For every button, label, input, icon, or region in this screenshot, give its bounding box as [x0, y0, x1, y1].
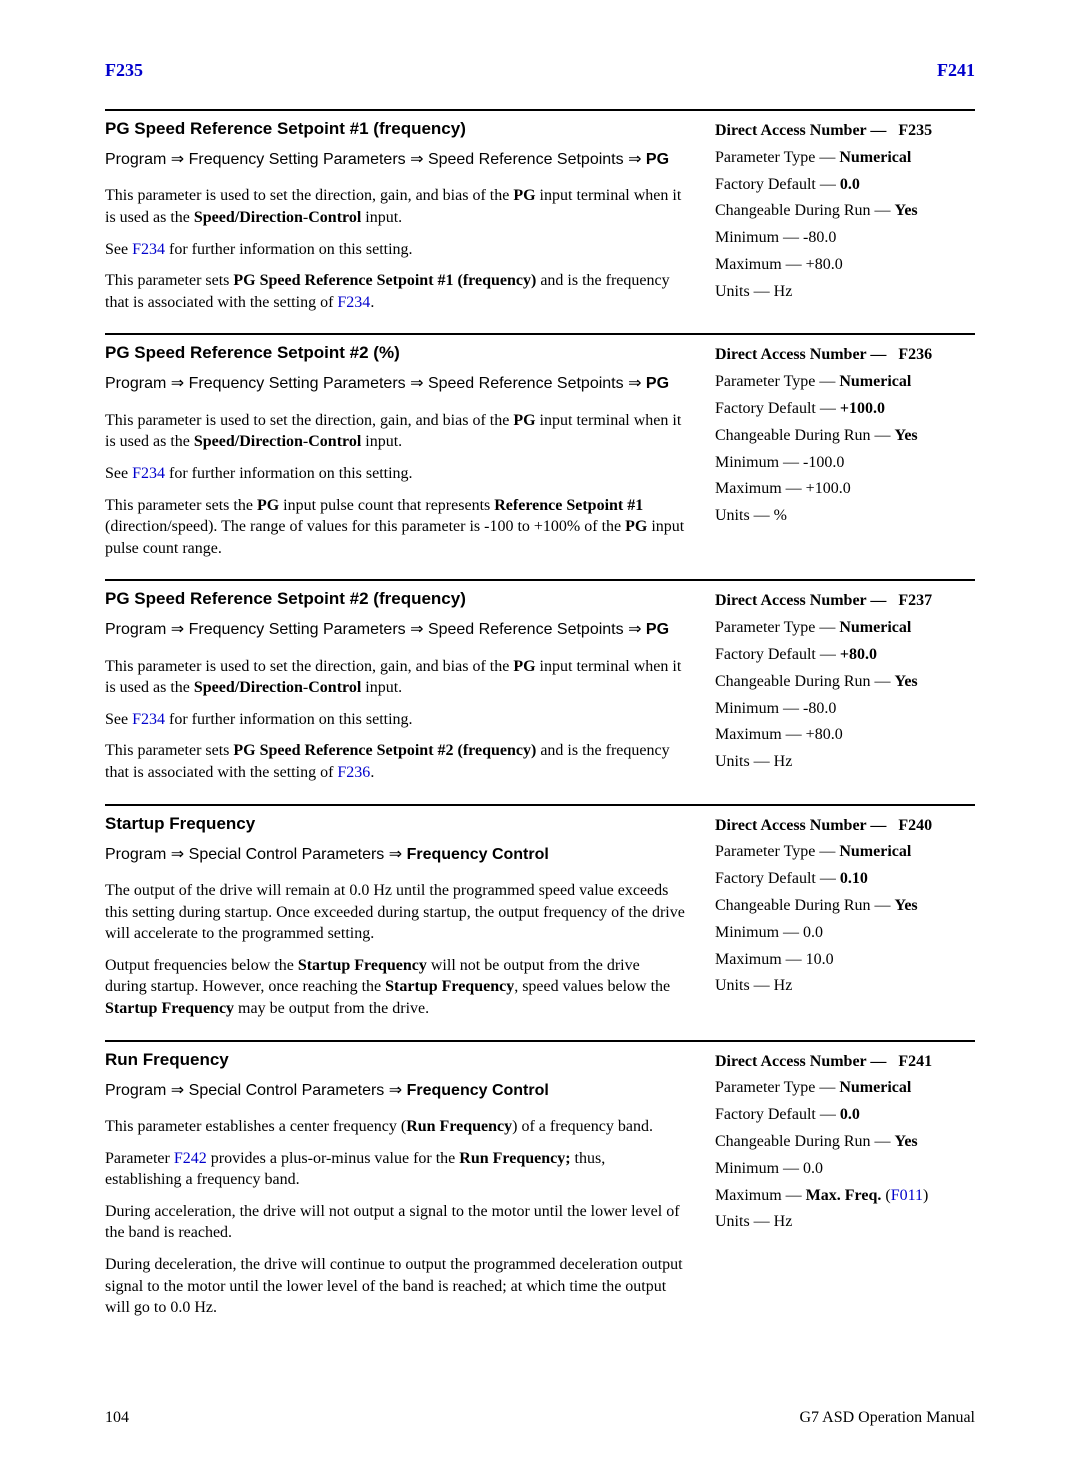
- param-properties: Direct Access Number — F236 Parameter Ty…: [715, 343, 975, 569]
- description: This parameter is used to set the direct…: [105, 185, 685, 228]
- description-2: This parameter sets the PG input pulse c…: [105, 495, 685, 560]
- nav-path: Program ⇒ Frequency Setting Parameters ⇒…: [105, 149, 685, 171]
- page-footer: 104 G7 ASD Operation Manual: [105, 1409, 975, 1427]
- section-title: PG Speed Reference Setpoint #2 (%): [105, 343, 685, 363]
- see-also: See F234 for further information on this…: [105, 463, 685, 485]
- description-4: During deceleration, the drive will cont…: [105, 1254, 685, 1319]
- section-title: Run Frequency: [105, 1050, 685, 1070]
- description: This parameter is used to set the direct…: [105, 410, 685, 453]
- description-2: Output frequencies below the Startup Fre…: [105, 955, 685, 1020]
- ref-link[interactable]: F236: [337, 764, 370, 781]
- param-properties: Direct Access Number — F240 Parameter Ty…: [715, 814, 975, 1030]
- section-title: Startup Frequency: [105, 814, 685, 834]
- ref-link[interactable]: F234: [132, 465, 165, 482]
- manual-title: G7 ASD Operation Manual: [799, 1409, 975, 1427]
- description-2: This parameter sets PG Speed Reference S…: [105, 740, 685, 783]
- param-section-f241: Run Frequency Program ⇒ Special Control …: [105, 1040, 975, 1339]
- param-section-f237: PG Speed Reference Setpoint #2 (frequenc…: [105, 579, 975, 803]
- description: This parameter establishes a center freq…: [105, 1116, 685, 1138]
- section-title: PG Speed Reference Setpoint #2 (frequenc…: [105, 589, 685, 609]
- section-title: PG Speed Reference Setpoint #1 (frequenc…: [105, 119, 685, 139]
- see-also: See F234 for further information on this…: [105, 709, 685, 731]
- ref-link[interactable]: F234: [132, 711, 165, 728]
- param-properties: Direct Access Number — F237 Parameter Ty…: [715, 589, 975, 793]
- nav-path: Program ⇒ Special Control Parameters ⇒ F…: [105, 844, 685, 866]
- ref-link[interactable]: F234: [132, 241, 165, 258]
- param-properties: Direct Access Number — F241 Parameter Ty…: [715, 1050, 975, 1329]
- description-2: This parameter sets PG Speed Reference S…: [105, 270, 685, 313]
- param-section-f235: PG Speed Reference Setpoint #1 (frequenc…: [105, 109, 975, 333]
- header-left-link[interactable]: F235: [105, 60, 143, 81]
- description: This parameter is used to set the direct…: [105, 656, 685, 699]
- description-2: Parameter F242 provides a plus-or-minus …: [105, 1148, 685, 1191]
- page-header: F235 F241: [105, 60, 975, 81]
- description: The output of the drive will remain at 0…: [105, 880, 685, 945]
- ref-link[interactable]: F242: [174, 1150, 207, 1167]
- param-section-f236: PG Speed Reference Setpoint #2 (%) Progr…: [105, 333, 975, 579]
- description-3: During acceleration, the drive will not …: [105, 1201, 685, 1244]
- header-right-link[interactable]: F241: [937, 60, 975, 81]
- page-number: 104: [105, 1409, 129, 1427]
- param-section-f240: Startup Frequency Program ⇒ Special Cont…: [105, 804, 975, 1040]
- ref-link[interactable]: F011: [891, 1187, 923, 1204]
- ref-link[interactable]: F234: [337, 294, 370, 311]
- param-properties: Direct Access Number — F235 Parameter Ty…: [715, 119, 975, 323]
- nav-path: Program ⇒ Frequency Setting Parameters ⇒…: [105, 373, 685, 395]
- nav-path: Program ⇒ Frequency Setting Parameters ⇒…: [105, 619, 685, 641]
- nav-path: Program ⇒ Special Control Parameters ⇒ F…: [105, 1080, 685, 1102]
- see-also: See F234 for further information on this…: [105, 239, 685, 261]
